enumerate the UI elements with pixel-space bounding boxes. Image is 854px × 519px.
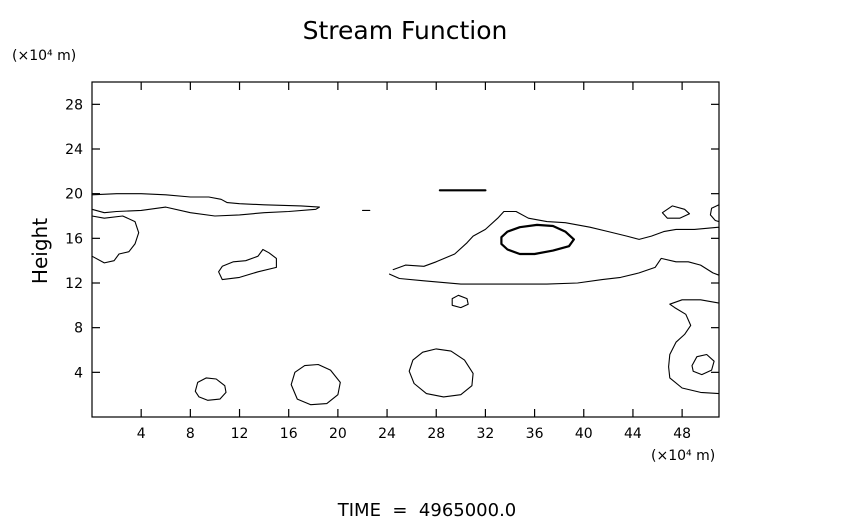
contour-lower-right-lobe — [668, 299, 720, 395]
x-tick-label: 20 — [329, 426, 347, 442]
y-tick-label: 12 — [65, 276, 83, 292]
contour-right-band — [388, 210, 720, 285]
contour-mid-left-blob — [218, 248, 277, 281]
contour-thick-oval — [500, 223, 575, 256]
y-tick-label: 28 — [65, 97, 83, 113]
x-axis-unit: (×10⁴ m) — [651, 448, 715, 464]
y-tick-label: 8 — [74, 321, 83, 337]
axis-ticks — [92, 82, 719, 417]
contour-oval-bottom-10 — [194, 377, 227, 401]
contour-small-oval-46 — [661, 205, 691, 219]
x-tick-label: 24 — [378, 426, 396, 442]
chart-title: Stream Function — [303, 16, 508, 45]
contour-upper-band-top — [91, 193, 320, 217]
y-tick-label: 4 — [74, 365, 83, 381]
contour-small-oval-30 — [451, 294, 469, 309]
contour-right-edge-small — [709, 204, 720, 223]
y-tick-label: 20 — [65, 187, 83, 203]
x-tick-label: 12 — [231, 426, 249, 442]
contour-oval-bottom-18 — [290, 363, 341, 406]
x-tick-label: 32 — [476, 426, 494, 442]
x-tick-label: 48 — [673, 426, 691, 442]
x-tick-label: 8 — [186, 426, 195, 442]
y-tick-label: 24 — [65, 142, 83, 158]
x-tick-label: 36 — [526, 426, 544, 442]
x-tick-label: 44 — [624, 426, 642, 442]
x-tick-label: 40 — [575, 426, 593, 442]
y-axis-label: Height — [28, 218, 52, 284]
x-tick-label: 16 — [280, 426, 298, 442]
y-tick-label: 16 — [65, 231, 83, 247]
contour-oval-bottom-28 — [408, 348, 474, 398]
contour-lines — [91, 189, 720, 406]
x-tick-label: 4 — [137, 426, 146, 442]
contour-left-edge-lobe — [91, 215, 140, 264]
time-label: TIME = 4965000.0 — [337, 500, 517, 519]
y-axis-unit: (×10⁴ m) — [12, 48, 76, 64]
contour-right-edge-loop — [691, 353, 715, 376]
x-tick-label: 28 — [427, 426, 445, 442]
plot-frame — [91, 81, 720, 418]
